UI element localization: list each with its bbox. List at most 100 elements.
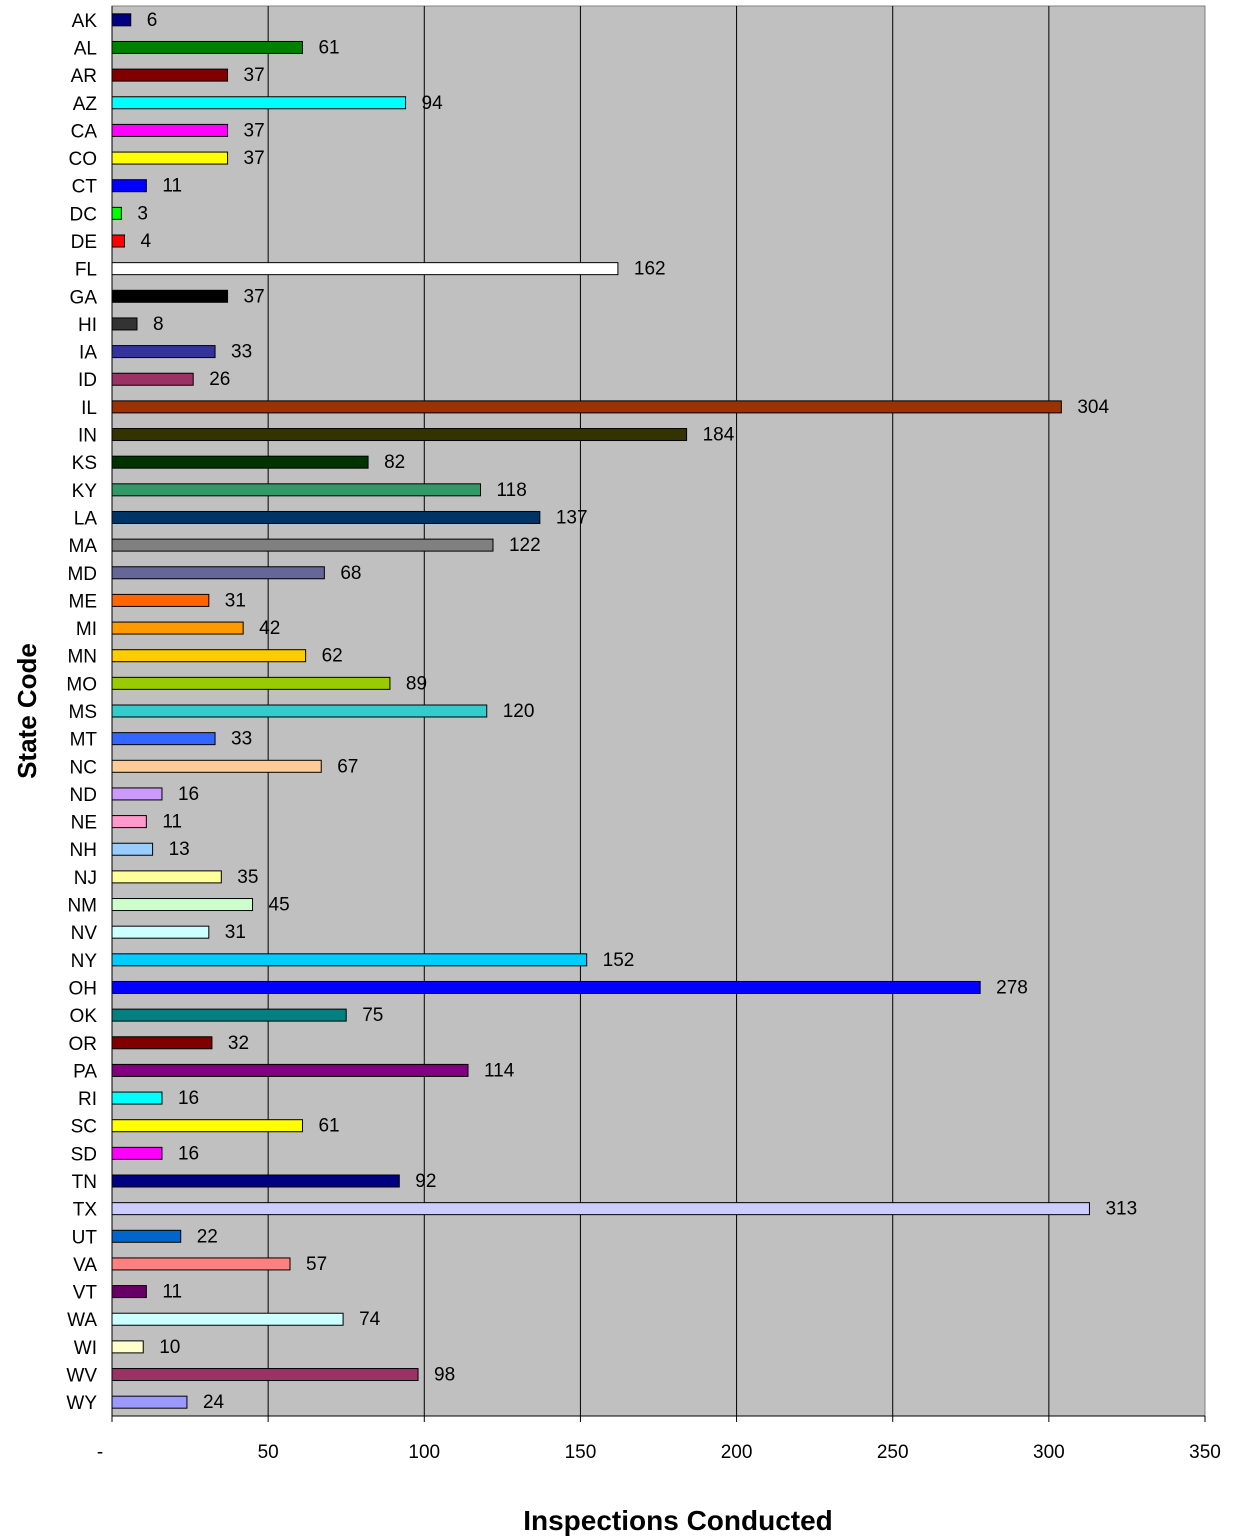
value-label: 82 (384, 452, 405, 473)
category-label: UT (72, 1227, 98, 1248)
category-label: GA (70, 287, 98, 308)
value-label: 74 (359, 1309, 381, 1330)
bar-nc (111, 759, 322, 773)
bar-vt (111, 1285, 147, 1299)
bar-or (111, 1036, 213, 1050)
value-label: 42 (259, 618, 280, 639)
category-label: CO (69, 149, 98, 170)
bar-md (111, 566, 325, 580)
category-label: RI (78, 1089, 97, 1110)
value-label: 118 (496, 480, 526, 501)
category-label: CT (72, 177, 98, 198)
value-labels: 6613794373711341623783326304184821181371… (137, 10, 1137, 1413)
category-label: SC (71, 1117, 97, 1138)
category-label: MD (67, 564, 97, 585)
bar-nm (111, 898, 254, 912)
value-label: 32 (228, 1033, 249, 1054)
category-label: SD (71, 1144, 97, 1165)
category-label: DC (70, 204, 97, 225)
bar-sc (111, 1119, 303, 1133)
y-axis-title: State Code (12, 643, 42, 779)
bar-dc (111, 206, 122, 220)
value-label: 152 (603, 950, 635, 971)
value-label: 61 (318, 1116, 339, 1137)
bar-nv (111, 925, 210, 939)
x-tick-label: 250 (877, 1442, 909, 1463)
value-label: 3 (137, 203, 148, 224)
value-label: 184 (703, 425, 735, 446)
bar-ct (111, 179, 147, 193)
bar-ak (111, 13, 132, 27)
value-label: 13 (169, 839, 190, 860)
bar-wy (111, 1395, 188, 1409)
category-label: NC (70, 757, 97, 778)
value-label: 37 (244, 65, 265, 86)
value-label: 304 (1077, 397, 1109, 418)
category-label: NE (71, 813, 97, 834)
bar-ri (111, 1091, 163, 1105)
category-label: WI (74, 1338, 97, 1359)
category-label: WY (66, 1393, 97, 1414)
value-label: 16 (178, 1143, 199, 1164)
category-label: VT (73, 1283, 98, 1304)
category-label: CA (71, 121, 98, 142)
bar-wv (111, 1368, 419, 1382)
category-label: TX (73, 1200, 98, 1221)
category-label: MO (66, 674, 97, 695)
category-label: PA (73, 1061, 97, 1082)
bar-ny (111, 953, 588, 967)
category-label: ND (70, 785, 97, 806)
bar-ne (111, 815, 147, 829)
bar-az (111, 96, 407, 110)
bar-ut (111, 1229, 182, 1243)
value-label: 6 (147, 10, 158, 31)
category-label: IA (79, 343, 97, 364)
x-tick-label: 350 (1189, 1442, 1221, 1463)
category-label: KS (72, 453, 97, 474)
category-label: MS (69, 702, 98, 723)
bar-ia (111, 345, 216, 359)
value-label: 11 (162, 176, 182, 197)
value-label: 35 (237, 867, 258, 888)
value-label: 11 (162, 1282, 182, 1303)
value-label: 75 (362, 1005, 383, 1026)
bar-ca (111, 123, 229, 137)
bar-mt (111, 732, 216, 746)
category-label: NH (70, 840, 97, 861)
category-label: WV (66, 1366, 97, 1387)
category-label: ID (78, 370, 97, 391)
value-label: 67 (337, 756, 358, 777)
bar-il (111, 400, 1062, 414)
category-label: NV (71, 923, 98, 944)
value-label: 122 (509, 535, 541, 556)
value-label: 37 (244, 120, 265, 141)
category-label: NJ (74, 868, 97, 889)
bar-nh (111, 842, 154, 856)
category-label: MT (70, 730, 98, 751)
x-axis-title: Inspections Conducted (523, 1505, 833, 1536)
value-label: 22 (197, 1226, 218, 1247)
value-label: 24 (203, 1392, 225, 1413)
category-label: WA (67, 1310, 97, 1331)
category-label: HI (78, 315, 97, 336)
category-label: IN (78, 426, 97, 447)
value-label: 11 (162, 812, 182, 833)
value-label: 16 (178, 784, 199, 805)
bar-va (111, 1257, 291, 1271)
bar-nd (111, 787, 163, 801)
value-label: 26 (209, 369, 230, 390)
value-label: 94 (422, 93, 444, 114)
bar-nj (111, 870, 222, 884)
value-label: 137 (556, 507, 588, 528)
bar-oh (111, 980, 981, 994)
value-label: 98 (434, 1365, 455, 1386)
bar-ms (111, 704, 488, 718)
bar-al (111, 40, 303, 54)
value-label: 114 (484, 1060, 515, 1081)
bar-ks (111, 455, 369, 469)
category-label: OK (70, 1006, 98, 1027)
category-label: AK (72, 11, 98, 32)
x-tick-label: - (97, 1442, 103, 1463)
category-label: OH (69, 978, 98, 999)
